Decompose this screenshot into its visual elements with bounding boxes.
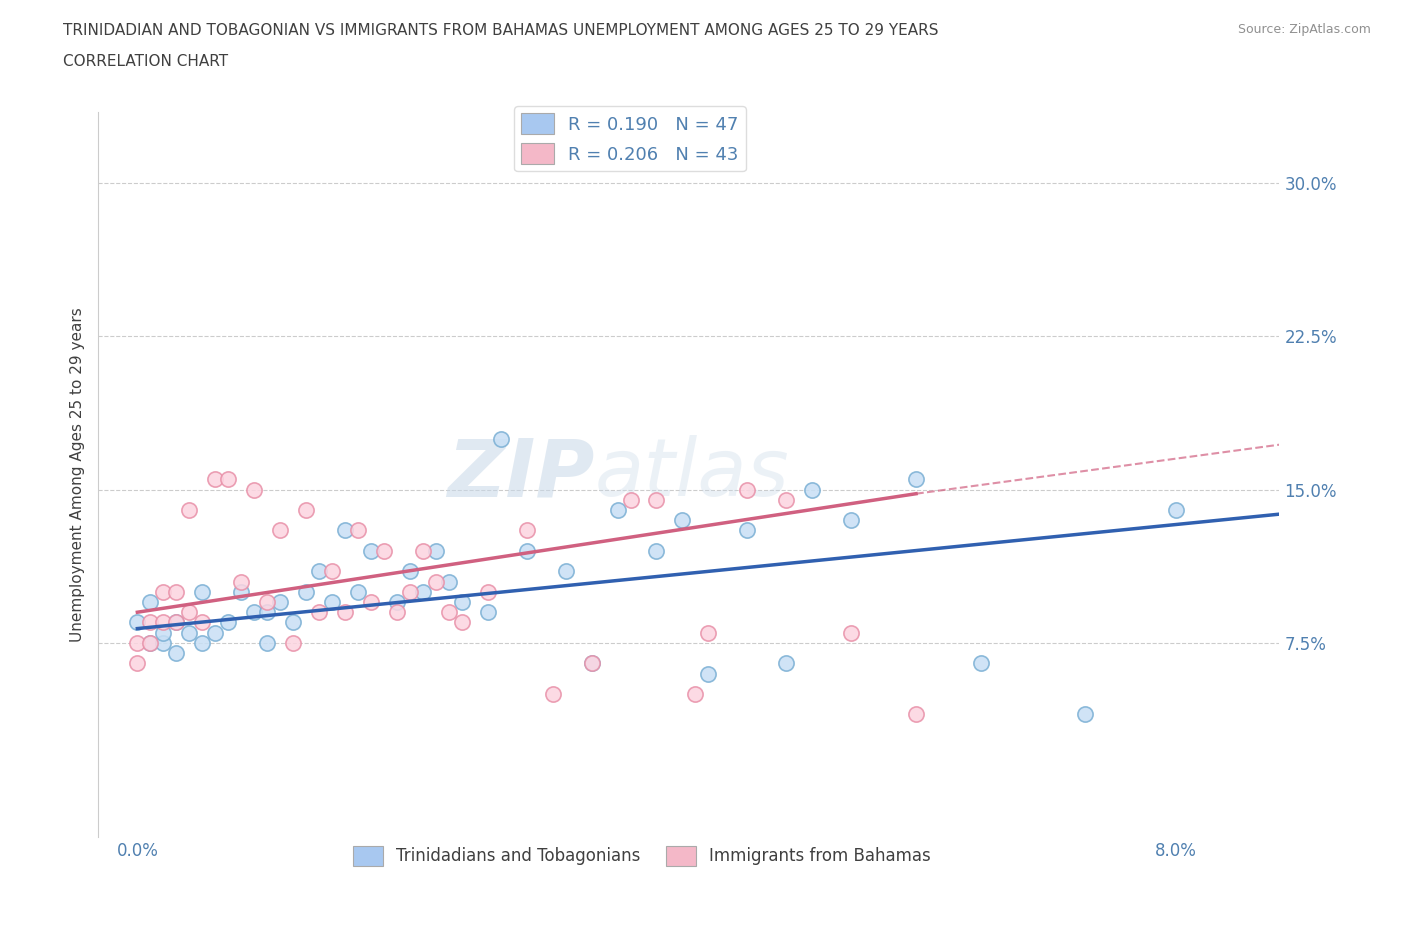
Point xyxy=(243,604,266,619)
Point xyxy=(179,502,201,517)
Point xyxy=(554,564,576,578)
Point xyxy=(308,564,330,578)
Point xyxy=(152,615,174,630)
Point xyxy=(165,584,187,599)
Point xyxy=(243,482,266,497)
Point xyxy=(269,594,291,609)
Point xyxy=(581,656,603,671)
Point xyxy=(516,543,538,558)
Point xyxy=(204,625,226,640)
Point xyxy=(231,574,253,589)
Point xyxy=(737,482,759,497)
Point xyxy=(360,543,382,558)
Point xyxy=(905,472,928,486)
Point xyxy=(152,584,174,599)
Point xyxy=(425,574,447,589)
Point xyxy=(127,615,149,630)
Point xyxy=(1164,502,1187,517)
Point xyxy=(437,604,460,619)
Point xyxy=(204,472,226,486)
Point xyxy=(191,584,214,599)
Point xyxy=(541,686,564,701)
Point xyxy=(333,604,356,619)
Point xyxy=(256,635,278,650)
Point xyxy=(671,512,693,527)
Point xyxy=(333,523,356,538)
Point xyxy=(139,594,162,609)
Point xyxy=(256,604,278,619)
Point xyxy=(165,615,187,630)
Point xyxy=(191,615,214,630)
Point xyxy=(737,523,759,538)
Point xyxy=(645,543,668,558)
Point xyxy=(373,543,395,558)
Point xyxy=(450,594,472,609)
Point xyxy=(1074,707,1097,722)
Point xyxy=(685,686,707,701)
Point xyxy=(385,604,408,619)
Point xyxy=(179,604,201,619)
Point xyxy=(489,432,512,446)
Point xyxy=(477,604,499,619)
Point xyxy=(839,625,862,640)
Point xyxy=(127,635,149,650)
Point xyxy=(165,645,187,660)
Point xyxy=(399,584,422,599)
Point xyxy=(139,635,162,650)
Point xyxy=(179,625,201,640)
Point xyxy=(165,615,187,630)
Text: Source: ZipAtlas.com: Source: ZipAtlas.com xyxy=(1237,23,1371,36)
Legend: Trinidadians and Tobagonians, Immigrants from Bahamas: Trinidadians and Tobagonians, Immigrants… xyxy=(346,840,938,872)
Point xyxy=(412,543,434,558)
Point xyxy=(217,472,239,486)
Point xyxy=(425,543,447,558)
Point xyxy=(697,666,720,681)
Point xyxy=(385,594,408,609)
Point xyxy=(217,615,239,630)
Point xyxy=(295,584,318,599)
Point xyxy=(970,656,993,671)
Point xyxy=(152,625,174,640)
Point xyxy=(437,574,460,589)
Point xyxy=(775,656,797,671)
Point xyxy=(839,512,862,527)
Point xyxy=(801,482,824,497)
Point xyxy=(347,584,370,599)
Point xyxy=(360,594,382,609)
Point xyxy=(139,635,162,650)
Text: TRINIDADIAN AND TOBAGONIAN VS IMMIGRANTS FROM BAHAMAS UNEMPLOYMENT AMONG AGES 25: TRINIDADIAN AND TOBAGONIAN VS IMMIGRANTS… xyxy=(63,23,939,38)
Point xyxy=(321,564,343,578)
Point xyxy=(321,594,343,609)
Point xyxy=(619,492,641,507)
Point xyxy=(308,604,330,619)
Point xyxy=(477,584,499,599)
Point xyxy=(516,523,538,538)
Text: ZIP: ZIP xyxy=(447,435,595,513)
Point xyxy=(581,656,603,671)
Point xyxy=(256,594,278,609)
Point xyxy=(127,656,149,671)
Point xyxy=(191,635,214,650)
Point xyxy=(152,635,174,650)
Point xyxy=(281,635,304,650)
Text: CORRELATION CHART: CORRELATION CHART xyxy=(63,54,228,69)
Point xyxy=(139,615,162,630)
Point xyxy=(281,615,304,630)
Point xyxy=(697,625,720,640)
Point xyxy=(775,492,797,507)
Point xyxy=(450,615,472,630)
Point xyxy=(412,584,434,599)
Point xyxy=(399,564,422,578)
Y-axis label: Unemployment Among Ages 25 to 29 years: Unemployment Among Ages 25 to 29 years xyxy=(69,307,84,642)
Point xyxy=(606,502,628,517)
Point xyxy=(269,523,291,538)
Point xyxy=(905,707,928,722)
Point xyxy=(347,523,370,538)
Point xyxy=(645,492,668,507)
Point xyxy=(295,502,318,517)
Point xyxy=(231,584,253,599)
Text: atlas: atlas xyxy=(595,435,789,513)
